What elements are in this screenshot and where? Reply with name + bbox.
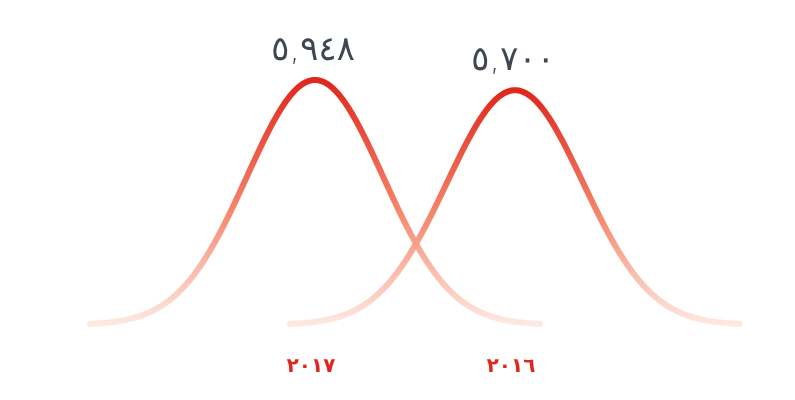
value-label: ٥,٩٤٨ <box>271 29 355 69</box>
category-label: ٢٠١٦ <box>487 353 536 377</box>
bell-curve <box>87 77 543 327</box>
value-label: ٥,٧٠٠ <box>471 39 555 79</box>
bell-curve <box>287 87 743 327</box>
category-label: ٢٠١٧ <box>287 353 336 377</box>
